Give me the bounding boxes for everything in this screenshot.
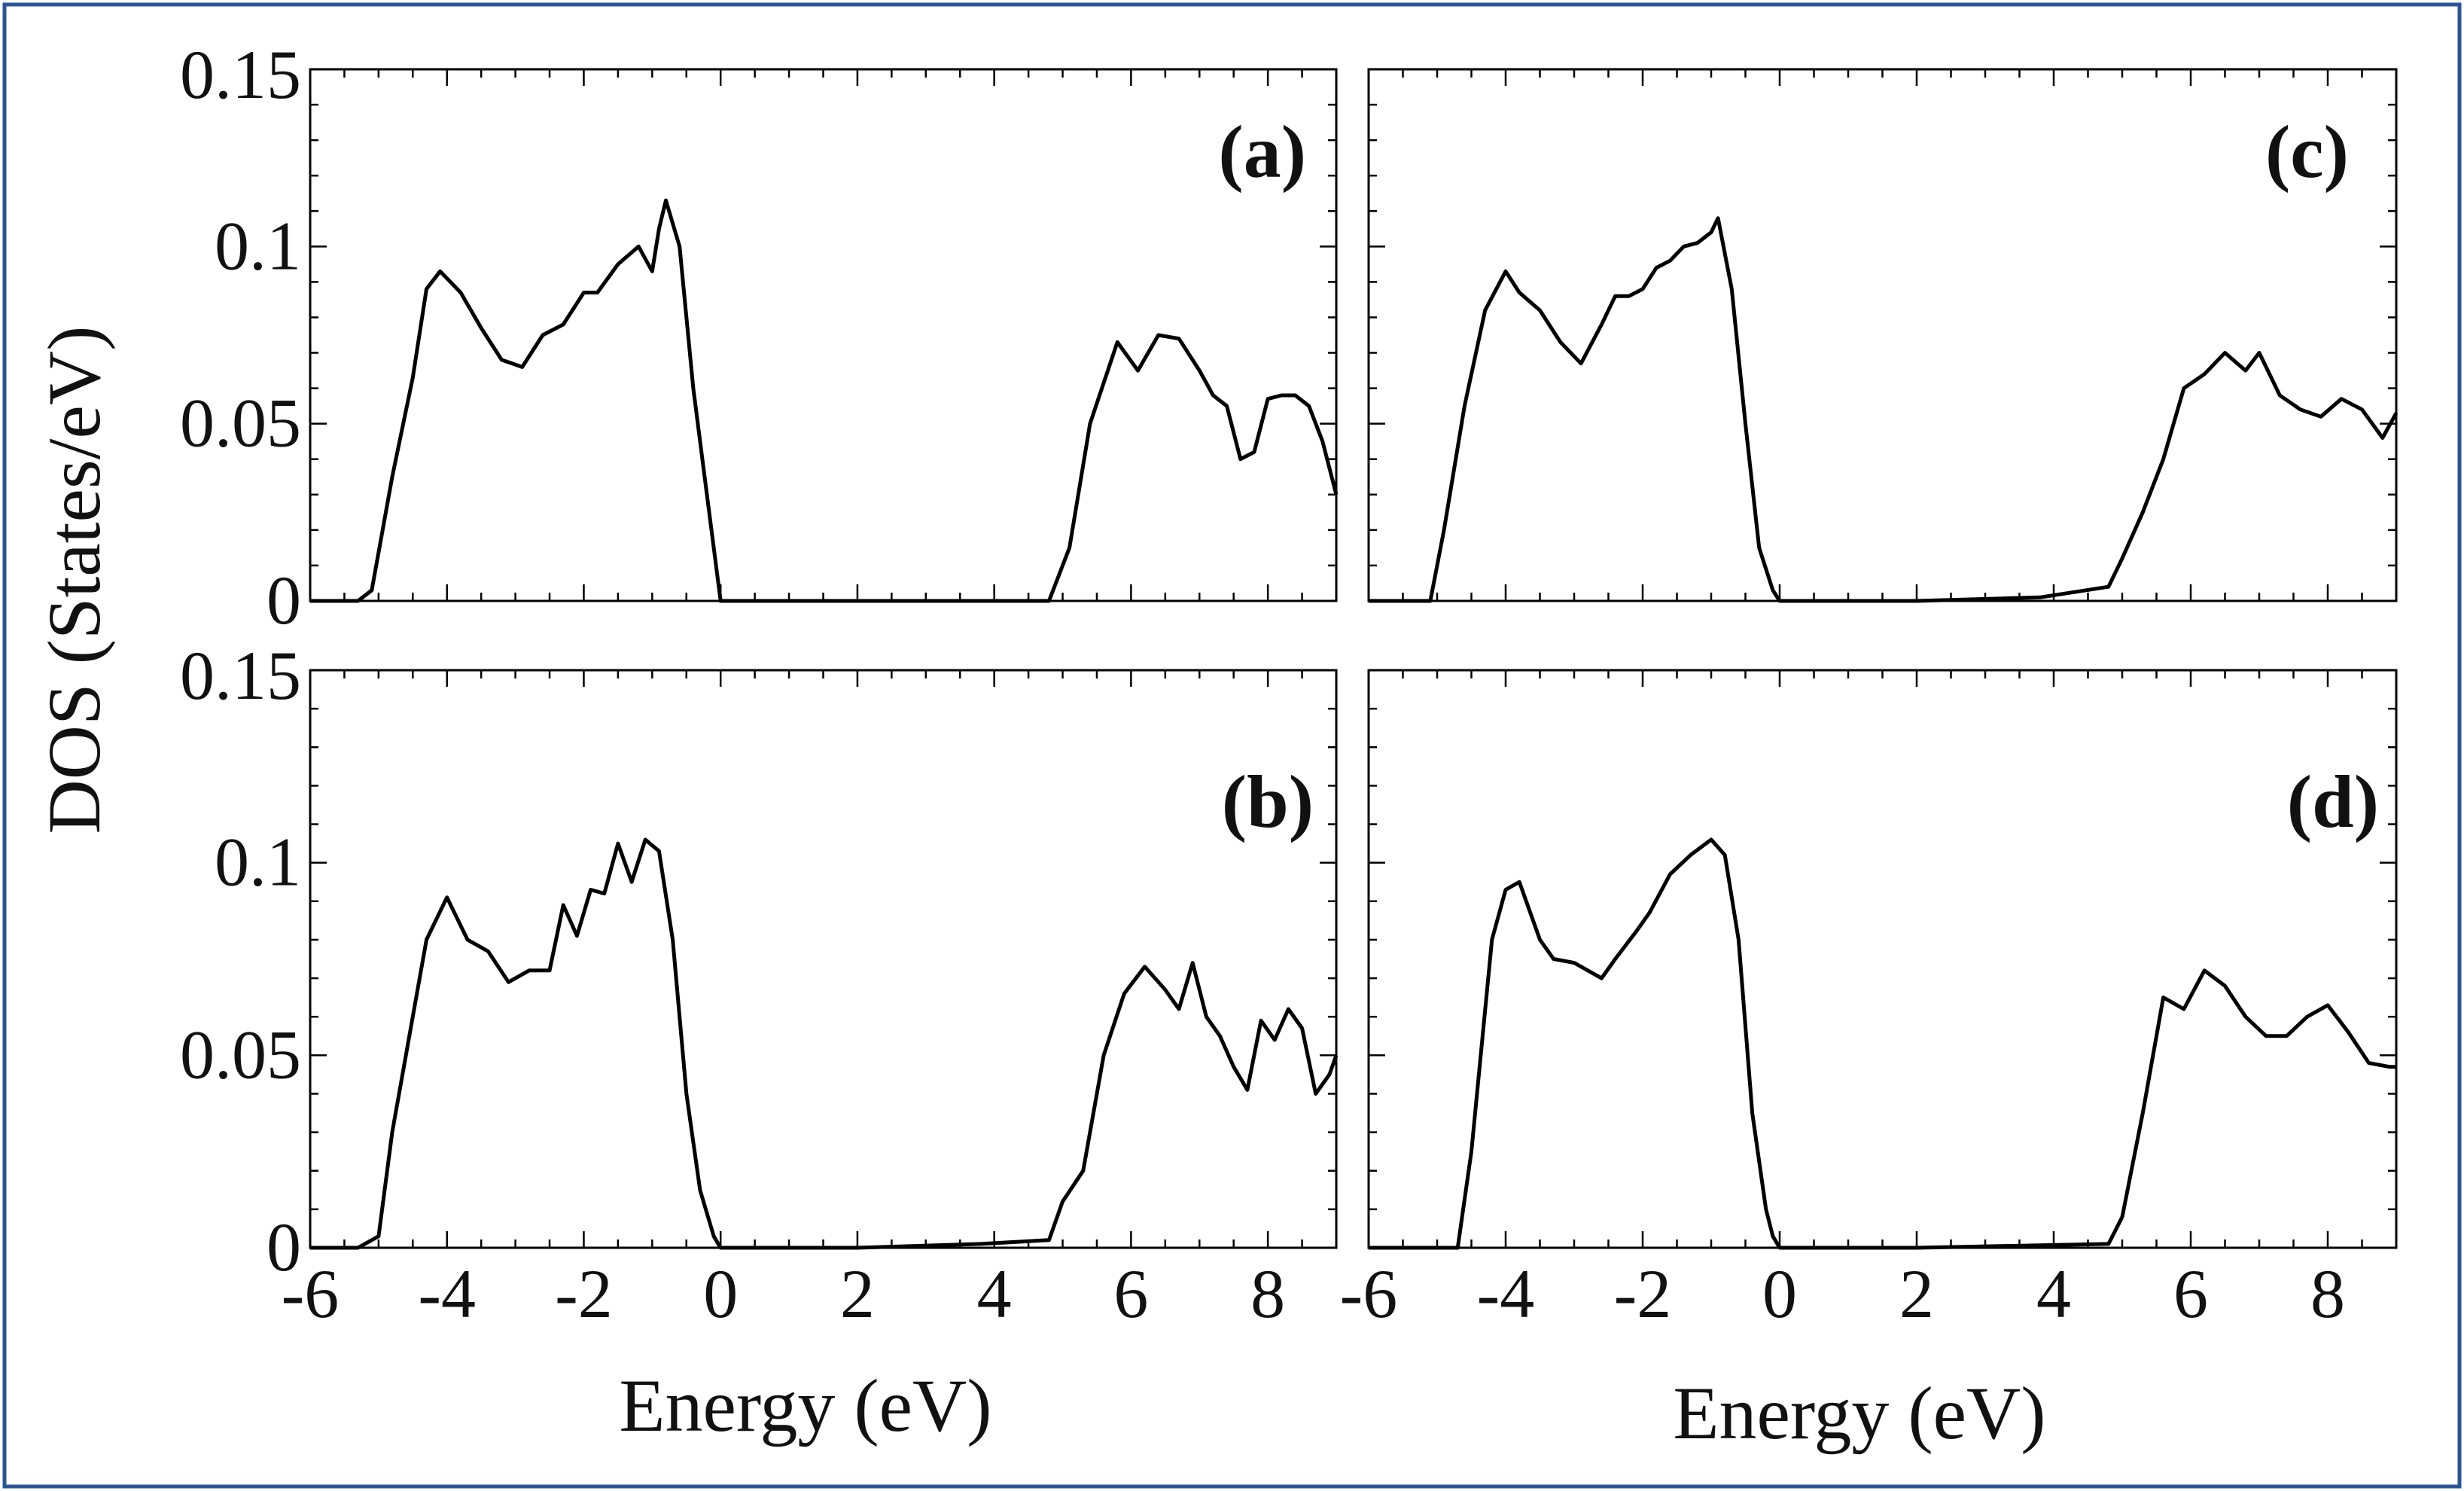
x-tick-label: 4	[977, 1255, 1012, 1332]
x-tick-label: -2	[555, 1255, 613, 1332]
panel-a: 0 0.05 0.1 0.15 (a)	[180, 36, 1339, 639]
panels-layer: 0 0.05 0.1 0.15 (a) 0 0.05 0.1 0.15 -6 -4 -2 0 2 4 6 8 (b…	[180, 36, 2399, 1332]
x-tick-label: -4	[1477, 1255, 1535, 1332]
x-axis-label-right: Energy (eV)	[1673, 1371, 2045, 1455]
y-tick-label: 0.1	[215, 824, 301, 901]
dos-series-line	[1369, 837, 2396, 1250]
x-tick-label: -2	[1614, 1255, 1672, 1332]
panel-b: 0 0.05 0.1 0.15 -6 -4 -2 0 2 4 6 8 (b)	[180, 637, 1339, 1332]
dos-series-line	[310, 198, 1339, 603]
y-tick-label: 0.05	[180, 385, 301, 462]
x-tick-label: 0	[703, 1255, 738, 1332]
panel-label: (a)	[1218, 110, 1306, 194]
panel-label: (c)	[2265, 110, 2349, 194]
x-tick-label: 6	[2173, 1255, 2208, 1332]
y-tick-label: 0	[267, 562, 301, 639]
y-tick-label: 0.15	[180, 36, 301, 113]
x-tick-label: 0	[1762, 1255, 1797, 1332]
y-tick-label: 0.05	[180, 1016, 301, 1093]
x-tick-label: 2	[840, 1255, 875, 1332]
x-tick-label: -6	[1340, 1255, 1398, 1332]
y-tick-label: 0	[267, 1209, 301, 1285]
x-tick-label: 6	[1113, 1255, 1148, 1332]
x-tick-label: 2	[1899, 1255, 1934, 1332]
y-tick-label: 0.15	[180, 637, 301, 714]
x-tick-label: -6	[282, 1255, 340, 1332]
x-tick-label: -4	[418, 1255, 476, 1332]
x-tick-label: 4	[2036, 1255, 2071, 1332]
x-tick-label: 8	[2310, 1255, 2345, 1332]
dos-series-line	[1369, 216, 2399, 603]
y-axis-label: DOS (States/eV)	[32, 326, 116, 834]
y-tick-label: 0.1	[215, 207, 301, 284]
x-tick-label: 8	[1250, 1255, 1285, 1332]
panel-d: -6 -4 -2 0 2 4 6 8 (d)	[1340, 669, 2398, 1332]
dos-series-line	[310, 837, 1339, 1250]
panel-label: (d)	[2287, 760, 2379, 843]
x-axis-label-left: Energy (eV)	[619, 1364, 991, 1447]
panel-c: (c)	[1367, 68, 2399, 603]
panel-label: (b)	[1222, 760, 1314, 843]
